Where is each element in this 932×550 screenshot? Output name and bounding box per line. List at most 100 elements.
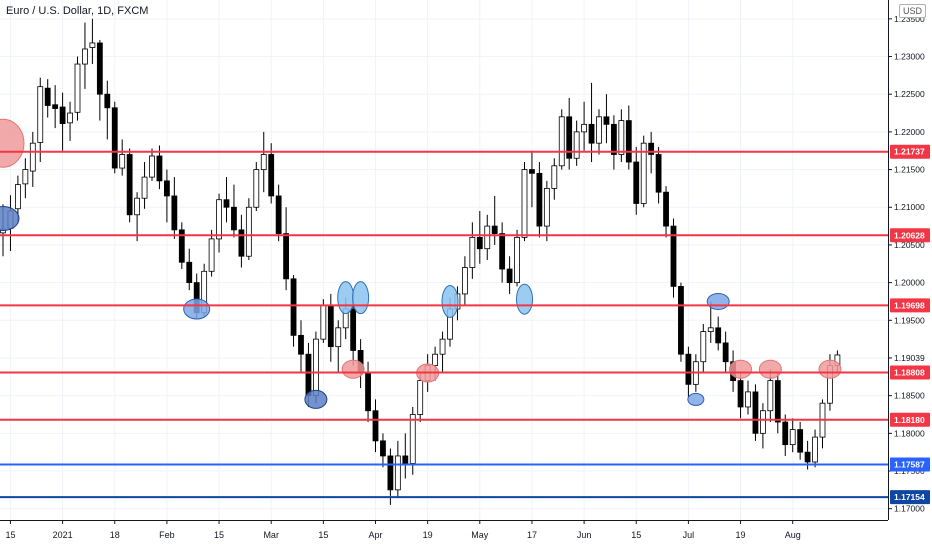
candle-down <box>685 353 692 385</box>
candle-down <box>499 233 506 270</box>
candle-up <box>596 116 602 144</box>
candle-up <box>82 48 88 65</box>
candle-up <box>22 169 29 185</box>
time-tick-label: Apr <box>368 530 382 540</box>
candle-down <box>268 154 275 197</box>
time-tick-label: 17 <box>527 530 537 540</box>
candle-up <box>558 116 565 167</box>
level-price-label-bg <box>890 144 930 159</box>
candle-up <box>551 165 558 189</box>
candle-down <box>305 353 312 397</box>
annotation-ellipse-blue <box>706 292 730 310</box>
annotation-ellipse-red <box>0 118 25 168</box>
candle-down <box>476 236 483 250</box>
candle-down <box>678 285 684 355</box>
candle-down <box>178 229 185 263</box>
candle-down <box>163 180 170 197</box>
price-tick-label: 1.19039 <box>894 353 925 363</box>
candle-up <box>89 42 96 48</box>
candle-down <box>283 233 290 280</box>
candle-up <box>74 63 81 113</box>
time-tick-label: Jul <box>683 530 695 540</box>
candle-up <box>640 142 647 204</box>
candle-up <box>618 120 625 155</box>
level-price-label-bg <box>890 490 930 505</box>
annotation-ellipse-blue <box>687 392 705 406</box>
candle-down <box>380 440 386 457</box>
time-tick-label: Feb <box>159 530 175 540</box>
candle-down <box>648 142 655 155</box>
level-price-label: 1.19698 <box>894 300 925 310</box>
candle-up <box>707 327 714 332</box>
level-price-label: 1.17154 <box>894 492 925 502</box>
level-price-label: 1.17587 <box>894 459 925 469</box>
candle-down <box>186 261 193 284</box>
annotation-ellipses <box>0 118 842 409</box>
candle-down <box>774 380 781 423</box>
candle-down <box>350 308 357 351</box>
candle-up <box>335 327 342 348</box>
annotation-ellipse-red <box>758 359 782 379</box>
candle-down <box>566 116 573 159</box>
price-tick-label: 1.22000 <box>894 127 925 137</box>
annotation-ellipse-lightblue <box>337 281 355 315</box>
price-tick-label: 1.18500 <box>894 391 925 401</box>
time-tick-label: 15 <box>5 530 15 540</box>
price-tick-label: 1.17000 <box>894 504 925 514</box>
price-tick-label: 1.21000 <box>894 202 925 212</box>
candle-down <box>231 206 237 231</box>
candle-up <box>67 112 73 124</box>
time-tick-label: Jun <box>577 530 592 540</box>
annotation-ellipse-darkblue <box>0 206 20 232</box>
candle-up <box>253 169 260 208</box>
price-tick-label: 1.22500 <box>894 89 925 99</box>
candle-down <box>588 123 595 144</box>
grid <box>0 0 888 520</box>
candle-up <box>484 225 491 250</box>
candle-down <box>536 172 543 227</box>
price-tick-label: 1.18000 <box>894 428 925 438</box>
level-price-label-bg <box>890 412 930 427</box>
level-price-label: 1.20628 <box>894 230 925 240</box>
level-price-label: 1.21737 <box>894 147 925 157</box>
time-tick-label: 2021 <box>53 530 73 540</box>
price-tick-label: 1.20500 <box>894 240 925 250</box>
horizontal-levels <box>0 150 888 499</box>
currency-unit-label[interactable]: USD <box>898 4 926 18</box>
level-price-label-bg <box>890 298 930 313</box>
time-axis[interactable]: 15 2021 18 Feb 15 Mar 15 Apr 19 May 17 Jun 15 Jul 19 Au… <box>0 520 888 540</box>
candle-down <box>223 199 230 208</box>
candle-up <box>439 338 446 355</box>
candle-up <box>514 236 520 284</box>
annotation-ellipse-red <box>729 359 753 379</box>
annotation-ellipse-lightblue <box>352 281 370 315</box>
candle-down <box>491 225 498 235</box>
candle-down <box>59 106 66 124</box>
candle-up <box>432 353 439 366</box>
level-price-label-bg <box>890 228 930 243</box>
candle-down <box>365 372 371 412</box>
candle-down <box>171 195 178 231</box>
candle-up <box>208 238 215 272</box>
candle-down <box>752 391 759 434</box>
candle-down <box>633 161 640 204</box>
candle-down <box>611 123 617 155</box>
candle-up <box>700 331 707 363</box>
time-tick-label: 18 <box>110 530 120 540</box>
candle-down <box>670 225 677 287</box>
candle-down <box>372 410 379 442</box>
candle-down <box>737 380 744 408</box>
price-tick-label: 1.23000 <box>894 52 925 62</box>
candle-up <box>320 304 327 340</box>
candle-down <box>655 154 662 193</box>
price-axis[interactable]: 1.23500 1.23000 1.22500 1.22000 1.21500 1.210… <box>888 0 932 550</box>
candle-up <box>581 123 587 133</box>
candle-up <box>760 410 766 434</box>
candle-down <box>52 104 59 109</box>
candle-down <box>387 455 394 491</box>
annotation-ellipse-lightblue <box>516 283 533 315</box>
candle-down <box>506 268 513 284</box>
candle-up <box>149 155 155 178</box>
candle-up <box>767 380 774 412</box>
